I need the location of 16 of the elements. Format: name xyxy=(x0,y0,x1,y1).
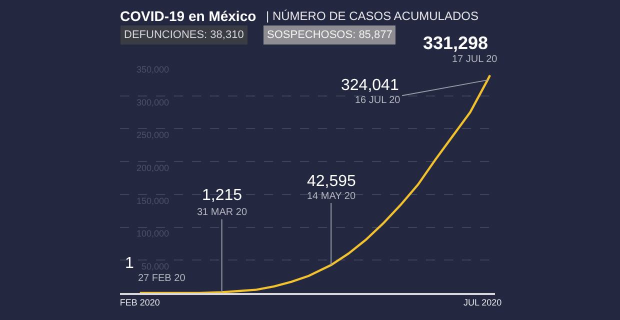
text: DEFUNCIONES: 38,310 xyxy=(124,29,244,41)
annotation: 31 MAR 20 xyxy=(197,207,248,218)
annotation: 27 FEB 20 xyxy=(138,273,186,284)
chart-subtitle: | NÚMERO DE CASOS ACUMULADOS xyxy=(266,9,478,23)
chart-title: COVID-19 en México xyxy=(120,8,256,24)
annotation: 324,041 xyxy=(341,77,399,94)
annotation: 42,595 xyxy=(307,173,356,190)
annotation: 1 xyxy=(125,255,134,272)
annotation: 16 JUL 20 xyxy=(355,95,401,106)
text: SOSPECHOSOS: 85,877 xyxy=(267,29,392,41)
x-tick-label: JUL 2020 xyxy=(463,298,502,308)
annotation: 17 JUL 20 xyxy=(452,54,498,65)
annotation: 1,215 xyxy=(202,187,242,204)
annotation: 14 MAY 20 xyxy=(307,191,356,202)
x-tick-label: FEB 2020 xyxy=(120,298,160,308)
annotation: 331,298 xyxy=(423,33,488,53)
